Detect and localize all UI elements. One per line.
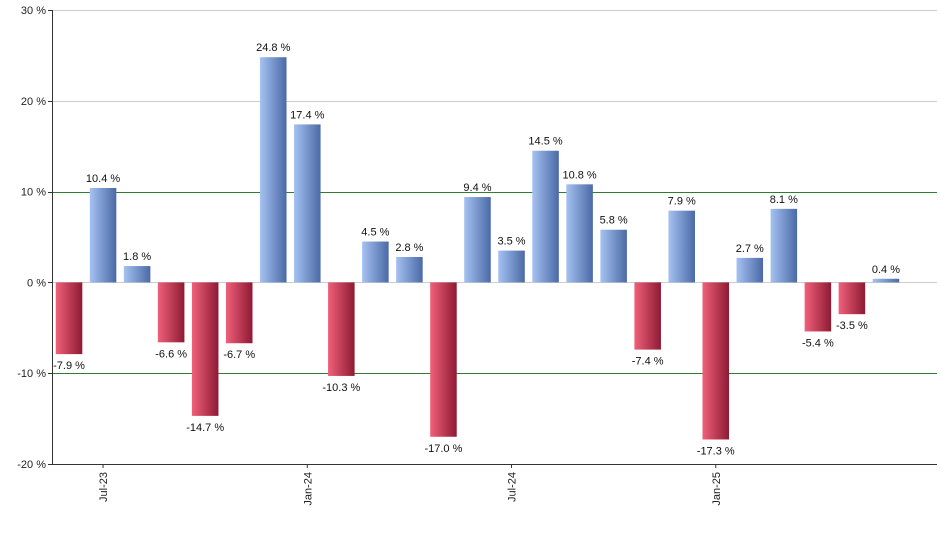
bar-sep-24 [566,184,593,283]
bar-sep-23 [157,282,185,343]
y-tick-label: 30 % [21,5,46,17]
bar-dec-24 [668,210,695,283]
data-label: 0.4 % [872,264,900,276]
bar-oct-23 [191,282,219,416]
data-label: -7.9 % [53,360,85,372]
x-tick-label: Jan-25 [711,472,723,506]
data-label: -5.4 % [802,337,834,349]
bar-may-24 [430,282,457,437]
data-label: -7.4 % [632,356,664,368]
bar-aug-23 [123,266,151,283]
data-label: 5.8 % [600,215,628,227]
data-label: -3.5 % [836,320,868,332]
bar-may-25 [838,282,866,315]
data-label: 10.8 % [562,169,596,181]
data-label: -17.0 % [424,443,462,455]
x-tick-label: Jul-24 [507,472,519,502]
x-tick-label: Jul-23 [98,472,110,502]
bar-apr-24 [396,256,423,283]
bar-feb-25 [736,257,764,283]
data-label: 7.9 % [668,196,696,208]
data-label: -6.6 % [155,348,187,360]
bar-jun-23 [55,282,83,355]
bar-nov-24 [634,282,661,350]
bar-aug-24 [532,150,559,283]
bar-nov-23 [225,282,253,344]
gridlines [52,10,937,465]
data-label: 3.5 % [497,236,525,248]
bar-oct-24 [600,229,627,283]
y-tick-label: -10 % [17,368,46,380]
data-label: 2.8 % [395,242,423,254]
y-tick-label: 20 % [21,96,46,108]
data-label: 24.8 % [256,42,290,54]
bar-jul-24 [498,250,525,283]
bar-feb-24 [328,282,355,376]
bar-jul-23 [89,187,117,283]
data-labels: -7.9 % 10.4 % 1.8 % -6.6 % -14.7 % -6.7 % 24.8… [53,42,900,457]
data-label: -14.7 % [186,422,224,434]
axes: -20 % -10 % 0 % 10 % 20 % 30 % Jul-23 Jan-24 Jul… [17,5,937,506]
bar-jan-24 [294,124,321,283]
bars [55,57,900,440]
bar-mar-25 [770,208,798,283]
data-label: 4.5 % [361,227,389,239]
bar-mar-24 [362,241,389,283]
y-tick-label: -20 % [17,459,46,471]
data-label: 17.4 % [290,109,324,121]
bar-apr-25 [804,282,832,332]
bar-jan-25 [702,282,730,440]
x-tick-label: Jan-24 [302,472,314,506]
data-label: -10.3 % [322,382,360,394]
data-label: 9.4 % [463,182,491,194]
y-tick-label: 0 % [27,277,46,289]
data-label: -17.3 % [697,445,735,457]
data-label: 8.1 % [770,194,798,206]
data-label: 1.8 % [123,251,151,263]
data-label: -6.7 % [223,349,255,361]
data-label: 14.5 % [528,136,562,148]
bar-jun-24 [464,197,491,283]
data-label: 2.7 % [736,243,764,255]
bar-dec-23 [259,57,287,283]
y-tick-label: 10 % [21,187,46,199]
data-label: 10.4 % [86,173,120,185]
bar-jun-25 [872,278,900,283]
